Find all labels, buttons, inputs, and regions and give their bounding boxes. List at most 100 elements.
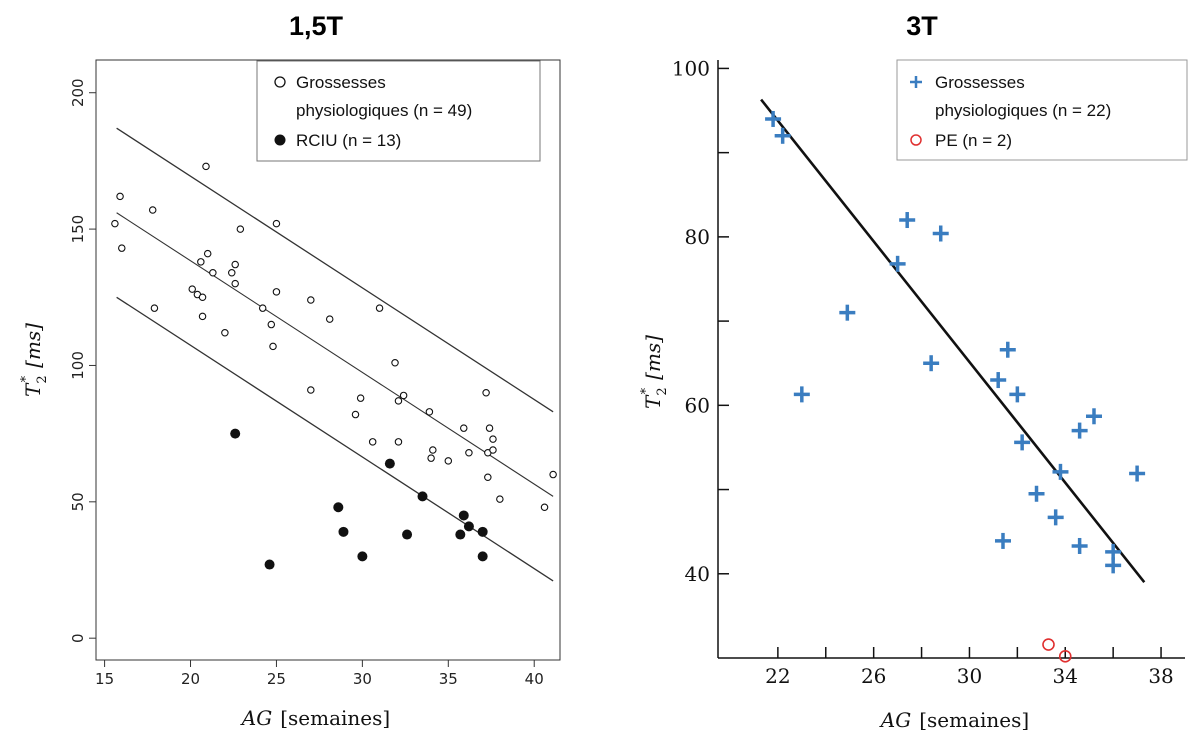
legend-box: [256, 60, 541, 162]
point-physiologique: [258, 304, 267, 312]
point-rciu: [333, 502, 344, 513]
point-physiologique: [399, 391, 408, 400]
point-physiologique: [444, 457, 453, 465]
y-tick-label: 200: [69, 78, 87, 107]
y-tick-label: 80: [685, 225, 710, 249]
point-physiologique: [203, 249, 212, 258]
x-tick-label: 25: [267, 670, 286, 688]
point-physiologique: [427, 454, 435, 462]
y-label-sup: *: [19, 375, 34, 382]
chart-title: 1,5T: [289, 11, 344, 41]
point-physiologique: [990, 372, 1007, 389]
point-physiologique: [1014, 434, 1031, 451]
point-rciu: [477, 551, 488, 562]
point-rciu: [458, 510, 469, 521]
point-physiologique: [1071, 537, 1088, 554]
point-physiologique: [932, 225, 949, 242]
legend-marker-open-circle: [274, 76, 286, 88]
point-physiologique: [116, 192, 124, 201]
x-tick-label: 20: [181, 670, 200, 688]
y-tick-label: 100: [672, 56, 710, 80]
point-physiologique: [793, 386, 810, 403]
point-physiologique: [429, 446, 437, 454]
x-axis-label: AG [semaines]: [240, 706, 390, 730]
point-physiologique: [198, 293, 207, 302]
point-physiologique: [188, 285, 196, 293]
x-tick-label: 30: [957, 664, 982, 688]
y-label-unit: [ms]: [641, 335, 665, 380]
point-physiologique: [540, 503, 549, 512]
point-physiologique: [150, 304, 159, 312]
point-physiologique: [482, 388, 490, 397]
x-label-main: AG: [879, 708, 911, 732]
point-physiologique: [774, 127, 791, 144]
point-rciu: [357, 551, 368, 562]
point-physiologique: [394, 438, 403, 446]
y-label-sup: *: [639, 387, 654, 394]
point-physiologique: [231, 260, 239, 269]
legend-label-physiologiques-line2: physiologiques (n = 49): [296, 101, 472, 120]
x-label-unit: [semaines]: [280, 706, 390, 730]
regression-line-lower: [116, 296, 554, 582]
point-physiologique: [368, 438, 377, 446]
point-physiologique: [148, 206, 157, 214]
regression-line-fit: [116, 212, 554, 497]
point-rciu: [455, 529, 466, 540]
point-physiologique: [1009, 386, 1026, 403]
y-tick-label: 50: [69, 492, 87, 511]
point-physiologique: [1028, 485, 1045, 502]
y-label-main: T: [641, 394, 665, 409]
point-physiologique: [1085, 408, 1102, 425]
point-rciu: [230, 428, 241, 439]
y-tick-label: 150: [69, 215, 87, 244]
point-physiologique: [197, 258, 205, 266]
point-physiologique: [375, 304, 384, 312]
legend-box: [896, 59, 1188, 161]
point-physiologique: [325, 315, 334, 323]
point-physiologique: [889, 255, 906, 272]
point-physiologique: [1129, 465, 1146, 482]
point-physiologique: [1071, 422, 1088, 439]
x-tick-label: 38: [1148, 664, 1173, 688]
point-physiologique: [394, 397, 403, 405]
point-physiologique: [839, 304, 856, 321]
data-points: [111, 162, 557, 570]
point-rciu: [338, 526, 349, 537]
y-tick-label: 100: [69, 351, 87, 380]
x-tick-label: 15: [95, 670, 114, 688]
y-label-main: T: [21, 382, 45, 397]
legend-label-physiologiques-line2: physiologiques (n = 22): [935, 101, 1111, 120]
y-ticks: 0 50 100 150 200: [69, 78, 96, 643]
point-physiologique: [269, 342, 277, 351]
legend-marker-plus: [910, 76, 922, 88]
y-label-sub: 2: [655, 387, 670, 395]
point-physiologique: [111, 219, 119, 228]
point-rciu: [477, 526, 488, 537]
point-physiologique: [356, 394, 365, 402]
x-tick-label: 22: [765, 664, 790, 688]
chart-3t: 3T 40 60 80 100 22 26 30 34 38 AG [semaines] T2*…: [639, 11, 1188, 732]
x-tick-label: 34: [1053, 664, 1078, 688]
point-physiologique: [209, 268, 217, 277]
point-physiologique: [1105, 557, 1122, 574]
legend: Grossesses physiologiques (n = 49) RCIU …: [256, 60, 541, 162]
x-tick-label: 35: [439, 670, 458, 688]
point-physiologique: [228, 268, 236, 277]
point-physiologique: [549, 470, 557, 479]
point-physiologique: [221, 328, 229, 337]
plot-frame: [95, 59, 561, 661]
regression-line-fit: [760, 98, 1146, 584]
point-physiologique: [489, 446, 497, 454]
y-tick-label: 0: [69, 633, 87, 643]
point-pe: [1058, 650, 1072, 663]
point-physiologique: [1105, 543, 1122, 560]
legend: Grossesses physiologiques (n = 22) PE (n…: [896, 59, 1188, 161]
point-physiologique: [272, 219, 281, 228]
legend-label-physiologiques-line1: Grossesses: [296, 73, 386, 92]
regression-lines: [116, 127, 554, 582]
chart-title: 3T: [906, 11, 938, 41]
point-physiologique: [999, 341, 1016, 358]
regression-line-upper: [116, 127, 554, 413]
point-rciu: [384, 458, 395, 469]
